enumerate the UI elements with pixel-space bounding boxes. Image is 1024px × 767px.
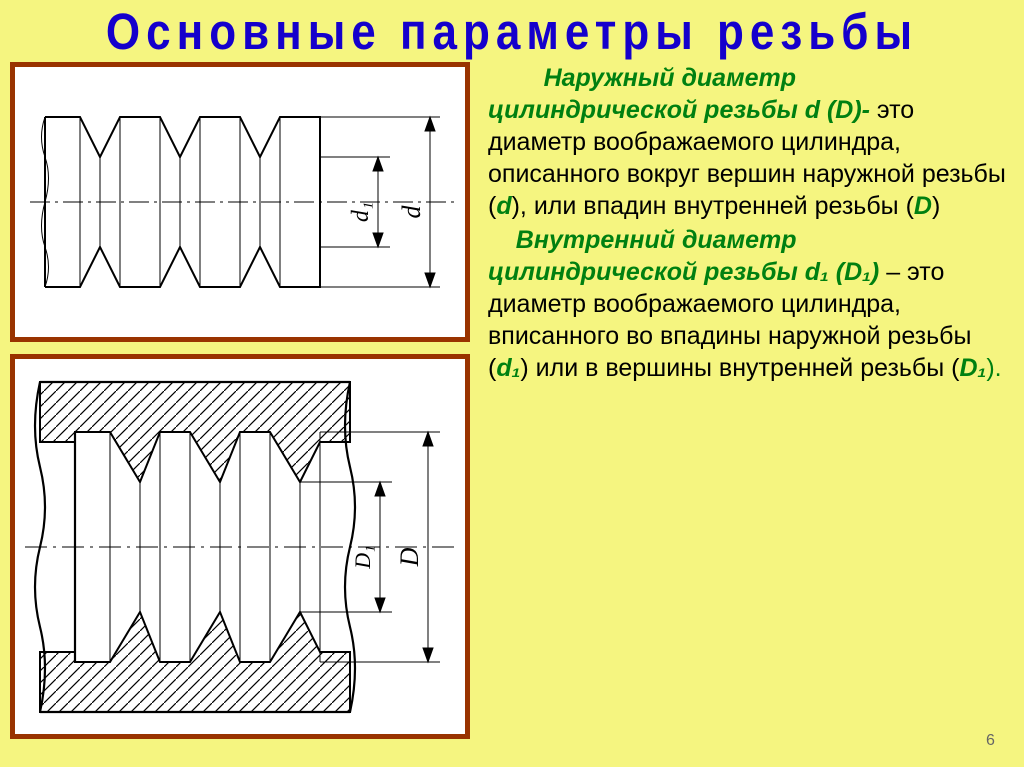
t2c: ). <box>986 354 1001 382</box>
sym-D: D <box>914 192 932 220</box>
label-d1: d₁ <box>348 202 374 222</box>
t2b: ) или в вершины внутренней резьбы ( <box>520 354 959 382</box>
figure-external-thread: d d₁ <box>10 62 470 342</box>
t1b: ), или впадин внутренней резьбы ( <box>512 192 914 220</box>
sym-D1: D₁ <box>960 354 987 382</box>
sym-d: d <box>496 192 511 220</box>
figure-internal-thread: D D₁ <box>10 354 470 739</box>
sym-d1: d₁ <box>496 354 520 382</box>
page-number: 6 <box>986 732 995 750</box>
label-d: d <box>397 205 426 219</box>
t1c: ) <box>932 192 940 220</box>
term-outer-diameter: Наружный диаметр цилиндрической резьбы d… <box>488 64 870 124</box>
slide-title: Основные параметры резьбы <box>10 4 1014 62</box>
body-text: Наружный диаметр цилиндрической резьбы d… <box>488 62 1008 739</box>
label-D1: D₁ <box>350 545 375 570</box>
indent <box>488 64 544 92</box>
indent2 <box>488 226 516 254</box>
label-D: D <box>395 547 424 567</box>
term-inner-diameter: Внутренний диаметр цилиндрической резьбы… <box>488 226 879 286</box>
